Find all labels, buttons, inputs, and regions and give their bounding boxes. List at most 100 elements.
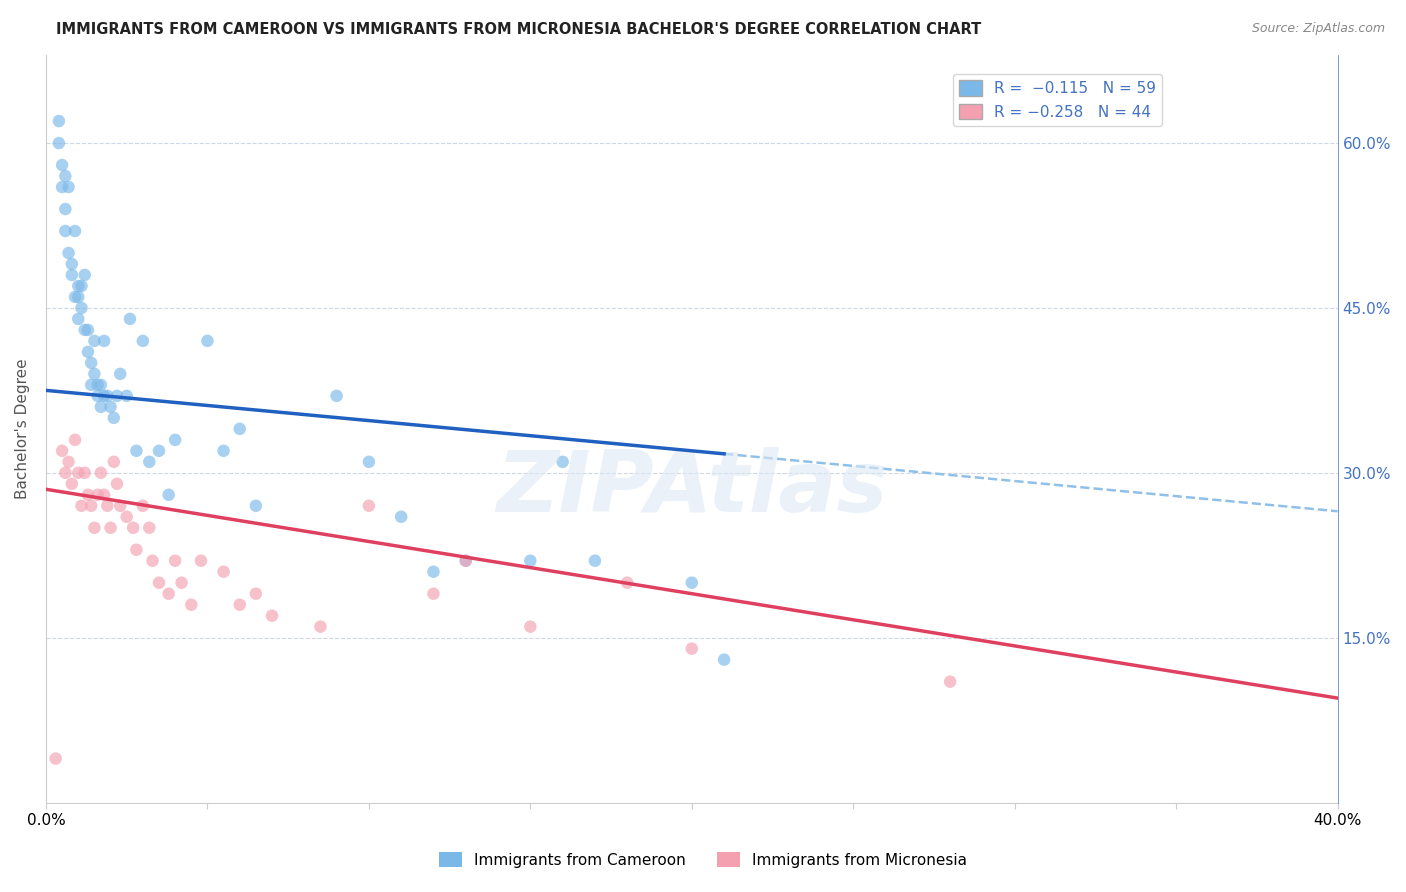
Point xyxy=(83,334,105,348)
Point xyxy=(96,389,118,403)
Point xyxy=(53,224,76,238)
Point xyxy=(63,290,86,304)
Point xyxy=(60,268,83,282)
Point xyxy=(228,598,250,612)
Point xyxy=(86,389,108,403)
Point xyxy=(138,521,160,535)
Point xyxy=(67,466,90,480)
Point xyxy=(190,554,212,568)
Point xyxy=(73,268,96,282)
Point xyxy=(73,323,96,337)
Point xyxy=(357,499,380,513)
Point xyxy=(77,345,100,359)
Point xyxy=(100,521,122,535)
Point xyxy=(90,466,112,480)
Point xyxy=(67,279,90,293)
Point xyxy=(100,400,122,414)
Point xyxy=(148,575,170,590)
Point xyxy=(45,751,67,765)
Point xyxy=(212,565,235,579)
Point xyxy=(67,312,90,326)
Point xyxy=(77,323,100,337)
Point xyxy=(138,455,160,469)
Point xyxy=(103,455,125,469)
Point xyxy=(157,488,180,502)
Point xyxy=(212,443,235,458)
Point xyxy=(60,257,83,271)
Point xyxy=(519,620,541,634)
Point xyxy=(58,455,80,469)
Point xyxy=(48,114,70,128)
Point xyxy=(48,136,70,150)
Point xyxy=(51,180,73,194)
Point xyxy=(63,433,86,447)
Point xyxy=(93,334,115,348)
Point xyxy=(53,169,76,183)
Point xyxy=(110,499,132,513)
Point xyxy=(80,356,103,370)
Point xyxy=(125,443,148,458)
Point xyxy=(454,554,477,568)
Point xyxy=(132,334,155,348)
Point xyxy=(118,312,141,326)
Point xyxy=(58,180,80,194)
Point xyxy=(63,224,86,238)
Point xyxy=(105,389,128,403)
Point xyxy=(519,554,541,568)
Point xyxy=(110,367,132,381)
Point xyxy=(70,301,93,315)
Point xyxy=(80,499,103,513)
Point xyxy=(80,377,103,392)
Point xyxy=(83,521,105,535)
Point xyxy=(165,554,187,568)
Point xyxy=(70,279,93,293)
Legend: R =  −0.115   N = 59, R = −0.258   N = 44: R = −0.115 N = 59, R = −0.258 N = 44 xyxy=(953,74,1163,126)
Point xyxy=(422,587,444,601)
Point xyxy=(93,488,115,502)
Point xyxy=(180,598,202,612)
Point xyxy=(77,488,100,502)
Point xyxy=(122,521,145,535)
Point xyxy=(260,608,283,623)
Point xyxy=(51,158,73,172)
Point xyxy=(86,488,108,502)
Point xyxy=(115,389,138,403)
Point xyxy=(53,466,76,480)
Point xyxy=(51,443,73,458)
Point xyxy=(60,476,83,491)
Text: Source: ZipAtlas.com: Source: ZipAtlas.com xyxy=(1251,22,1385,36)
Point xyxy=(90,400,112,414)
Point xyxy=(713,653,735,667)
Text: IMMIGRANTS FROM CAMEROON VS IMMIGRANTS FROM MICRONESIA BACHELOR'S DEGREE CORRELA: IMMIGRANTS FROM CAMEROON VS IMMIGRANTS F… xyxy=(56,22,981,37)
Legend: Immigrants from Cameroon, Immigrants from Micronesia: Immigrants from Cameroon, Immigrants fro… xyxy=(433,846,973,873)
Point xyxy=(148,443,170,458)
Point xyxy=(616,575,638,590)
Point xyxy=(53,202,76,216)
Point xyxy=(939,674,962,689)
Point xyxy=(583,554,606,568)
Point xyxy=(58,246,80,260)
Point xyxy=(197,334,219,348)
Point xyxy=(115,509,138,524)
Point xyxy=(83,367,105,381)
Point xyxy=(141,554,163,568)
Point xyxy=(309,620,332,634)
Point xyxy=(228,422,250,436)
Point xyxy=(90,377,112,392)
Point xyxy=(132,499,155,513)
Point xyxy=(245,587,267,601)
Point xyxy=(422,565,444,579)
Point xyxy=(105,476,128,491)
Point xyxy=(96,499,118,513)
Y-axis label: Bachelor's Degree: Bachelor's Degree xyxy=(15,359,30,500)
Point xyxy=(357,455,380,469)
Point xyxy=(67,290,90,304)
Point xyxy=(93,389,115,403)
Point xyxy=(454,554,477,568)
Point xyxy=(389,509,412,524)
Point xyxy=(86,377,108,392)
Point xyxy=(681,575,703,590)
Point xyxy=(125,542,148,557)
Point xyxy=(681,641,703,656)
Point xyxy=(245,499,267,513)
